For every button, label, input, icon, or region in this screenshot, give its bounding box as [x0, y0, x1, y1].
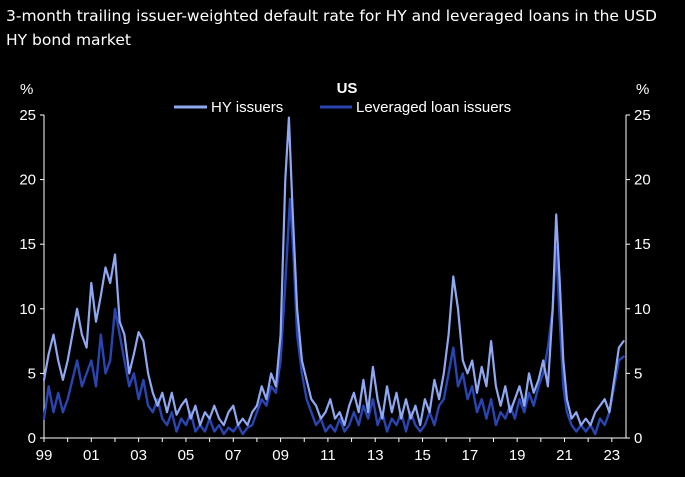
y-tick-label-right: 5 [634, 365, 642, 382]
x-tick-label: 17 [462, 447, 479, 464]
chart-title: 3-month trailing issuer-weighted default… [6, 7, 657, 49]
x-tick-label: 07 [225, 447, 242, 464]
x-tick-label: 13 [367, 447, 384, 464]
y-axis-right-unit: % [636, 81, 649, 98]
y-tick-label-right: 0 [634, 430, 642, 447]
x-tick-label: 15 [414, 447, 431, 464]
x-tick-label: 11 [320, 447, 336, 464]
x-tick-label: 21 [556, 447, 573, 464]
legend: HY issuers Leveraged loan issuers [174, 99, 511, 116]
y-tick-label-left: 15 [19, 236, 36, 253]
legend-label-leveraged-loan-issuers: Leveraged loan issuers [356, 99, 511, 116]
y-tick-label-right: 10 [634, 301, 651, 318]
chart-subtitle: US [337, 80, 358, 97]
x-tick-label: 03 [130, 447, 147, 464]
y-tick-label-left: 20 [19, 172, 36, 189]
y-axis-right-ticks: 0 5 10 15 20 25 [626, 107, 651, 447]
x-tick-label: 23 [603, 447, 620, 464]
y-tick-label-left: 0 [28, 430, 36, 447]
y-axis-left-unit: % [20, 81, 33, 98]
x-tick-label: 09 [272, 447, 289, 464]
y-tick-label-right: 20 [634, 172, 651, 189]
y-axis-left-ticks: 0 5 10 15 20 25 [19, 107, 44, 447]
y-tick-label-right: 25 [634, 107, 651, 124]
series-line-hy-issuers [42, 116, 625, 427]
x-tick-label: 99 [36, 447, 53, 464]
x-tick-label: 01 [83, 447, 100, 464]
x-tick-label: 05 [178, 447, 195, 464]
legend-label-hy-issuers: HY issuers [211, 99, 283, 116]
x-tick-label: 19 [509, 447, 526, 464]
y-tick-label-left: 10 [19, 301, 36, 318]
x-axis-ticks: 99 01 03 05 07 09 11 13 15 17 19 21 23 [36, 438, 620, 464]
y-tick-label-right: 15 [634, 236, 651, 253]
y-tick-label-left: 25 [19, 107, 36, 124]
y-tick-label-left: 5 [28, 365, 36, 382]
chart-axes [43, 115, 627, 439]
series-group [42, 116, 625, 436]
series-line-leveraged-loan-issuers [42, 197, 625, 436]
